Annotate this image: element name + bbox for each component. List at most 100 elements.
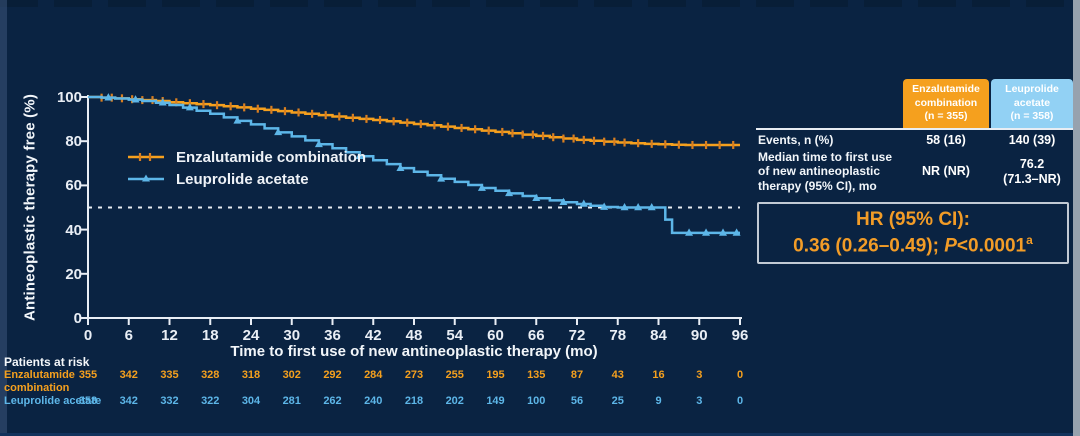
hazard-ratio-box: HR (95% CI): 0.36 (0.26–0.49); P<0.0001a [757,202,1069,264]
hr-line1: HR (95% CI): [855,208,970,230]
x-tick-label: 6 [124,327,133,344]
y-tick-label: 20 [65,265,82,283]
risk-count: 342 [119,369,138,381]
risk-count: 328 [201,369,220,381]
censor-triangle [685,228,694,236]
x-tick-label: 42 [364,327,382,344]
risk-count: 318 [241,369,261,381]
censor-triangle [477,183,486,191]
risk-count: 0 [736,369,744,381]
median-value-enzalutamide: NR (NR) [922,164,970,178]
x-tick-label: 18 [201,327,219,344]
legend-marker-cross-line [128,153,164,161]
censor-triangle [702,228,711,236]
risk-count: 358 [78,395,98,407]
x-axis-title: Time to first use of new antineoplastic … [230,343,598,360]
summary-header-rule [756,128,1073,130]
risk-count: 195 [486,369,505,381]
legend-label: Enzalutamide combination [176,148,367,166]
risk-count: 9 [655,395,662,407]
risk-count: 135 [527,369,546,381]
y-tick-label: 80 [65,133,82,151]
y-tick-label: 60 [65,177,82,195]
risk-count: 0 [736,395,744,407]
risk-count: 100 [527,395,546,407]
risk-count: 332 [160,395,179,407]
risk-count: 281 [282,395,301,407]
patients-at-risk-title: Patients at risk [4,355,90,369]
x-tick-label: 78 [609,327,627,344]
x-tick-label: 0 [83,327,93,344]
x-tick-label: 66 [527,327,545,344]
censor-triangle [719,228,728,236]
risk-count: 342 [119,395,138,407]
y-tick-label: 100 [56,89,82,106]
censor-triangle [634,203,643,211]
risk-count: 335 [160,369,179,381]
censor-triangle [233,116,242,124]
footnote-marker: a [1026,233,1033,248]
risk-count: 56 [570,395,584,407]
left-edge-strip [0,0,7,436]
censor-triangle [559,197,568,205]
y-axis-title: Antineoplastic therapy free (%) [21,93,39,322]
censor-triangle [437,174,446,182]
risk-count: 149 [486,395,505,407]
x-tick-label: 48 [405,327,423,344]
censor-triangle [314,139,323,148]
top-edge-artifact [0,0,1080,7]
risk-count: 322 [201,395,220,407]
median-value-leuprolide: 76.2 (71.3–NR) [1003,157,1061,186]
risk-count: 284 [364,369,383,381]
right-edge-strip [1073,0,1080,436]
x-tick-label: 12 [161,327,178,344]
summary-header-leuprolide: Leuprolide acetate (n = 358) [991,79,1073,128]
censor-triangle [647,203,656,211]
bottom-edge-strip [0,433,1080,436]
risk-count: 355 [78,369,98,381]
x-tick-label: 54 [446,327,464,344]
censor-triangle [396,163,405,171]
censor-triangle [274,127,283,136]
legend-item: Enzalutamide combination [126,146,366,168]
censor-triangle [131,95,140,103]
legend-item: Leuprolide acetate [126,168,366,190]
risk-row-label-leuprolide: Leuprolide acetate [4,395,102,407]
legend-marker-triangle-line [128,174,164,182]
summary-header-enzalutamide: Enzalutamide combination (n = 355) [903,79,989,128]
legend: Enzalutamide combination Leuprolide aceta… [126,146,366,190]
y-tick-label: 40 [65,221,82,239]
risk-row-label-enzalutamide: Enzalutamide combination [4,369,75,394]
risk-count: 292 [323,369,342,381]
km-curve [88,95,740,147]
risk-count: 273 [404,369,424,381]
risk-count: 43 [611,369,624,381]
risk-count: 262 [323,395,342,407]
censor-triangle [579,199,588,207]
risk-count: 304 [241,395,261,407]
x-tick-label: 96 [731,327,749,344]
events-row-label: Events, n (%) [758,133,834,147]
risk-count: 3 [696,395,703,407]
censor-triangle [158,98,167,106]
y-tick-label: 0 [73,310,82,327]
censor-triangle [185,103,194,111]
risk-count: 218 [404,395,424,407]
censor-triangle [620,203,629,211]
risk-count: 3 [696,369,703,381]
p-italic: P [944,235,957,257]
x-tick-label: 72 [568,327,586,344]
risk-count: 240 [364,395,383,407]
censor-triangle [732,228,741,236]
hr-line2: 0.36 (0.26–0.49); P<0.0001a [793,233,1033,257]
risk-count: 16 [652,369,665,381]
risk-count: 255 [445,369,464,381]
censor-triangle [532,193,541,202]
censor-triangle [600,202,609,210]
x-tick-label: 90 [690,327,708,344]
x-tick-label: 84 [650,327,667,344]
censor-triangle [104,93,113,101]
x-tick-label: 36 [324,327,341,344]
